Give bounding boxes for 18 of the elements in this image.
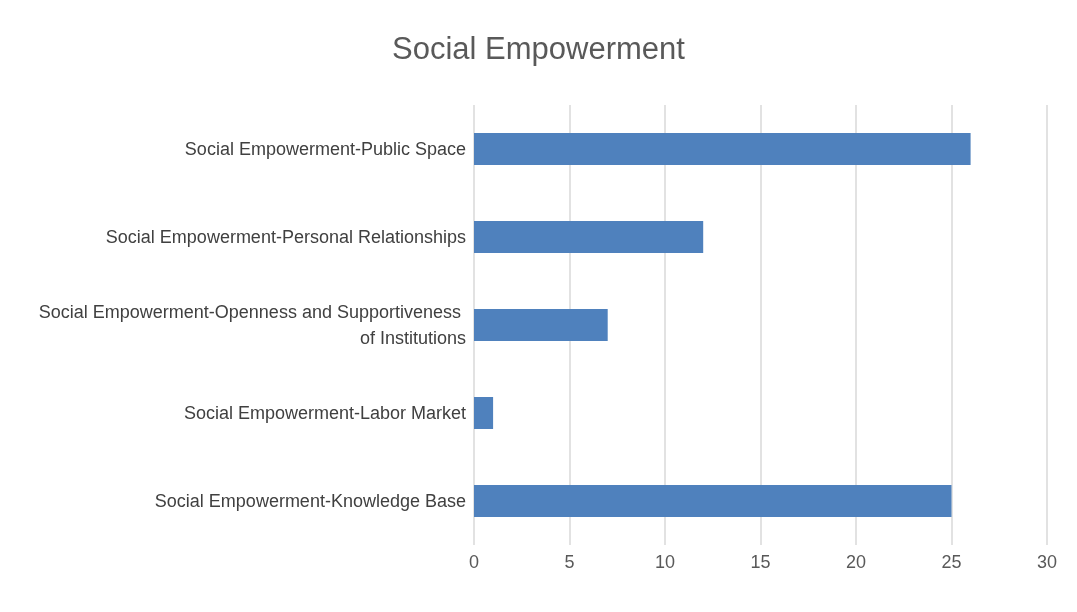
y-tick-label: Social Empowerment-Openness and Supportiveness of Institutions	[38, 302, 466, 348]
bar	[474, 133, 971, 165]
chart-title: Social Empowerment	[392, 31, 686, 66]
y-tick-label: Social Empowerment-Public Space	[184, 139, 466, 159]
bar	[474, 485, 952, 517]
y-tick-label: Social Empowerment-Labor Market	[183, 403, 466, 423]
x-tick-label: 0	[468, 552, 480, 572]
x-tick-label: 30	[1036, 552, 1058, 572]
bar	[474, 221, 704, 253]
y-tick-label: Social Empowerment-Knowledge Base	[154, 491, 466, 511]
x-tick-label: 20	[845, 552, 867, 572]
x-tick-label: 5	[564, 552, 575, 572]
y-tick-label: Social Empowerment-Personal Relationships	[105, 227, 466, 247]
bar	[474, 397, 494, 429]
x-tick-label: 25	[941, 552, 962, 572]
x-tick-label: 15	[750, 552, 771, 572]
bar	[474, 309, 608, 341]
x-tick-label: 10	[654, 552, 676, 572]
